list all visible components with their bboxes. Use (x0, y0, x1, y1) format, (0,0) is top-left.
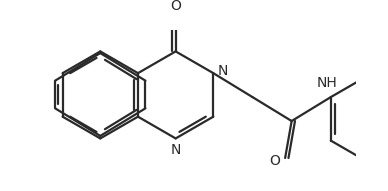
Text: N: N (218, 64, 228, 78)
Text: N: N (170, 143, 181, 157)
Text: O: O (269, 154, 280, 168)
Text: NH: NH (317, 76, 338, 90)
Text: O: O (170, 0, 181, 13)
